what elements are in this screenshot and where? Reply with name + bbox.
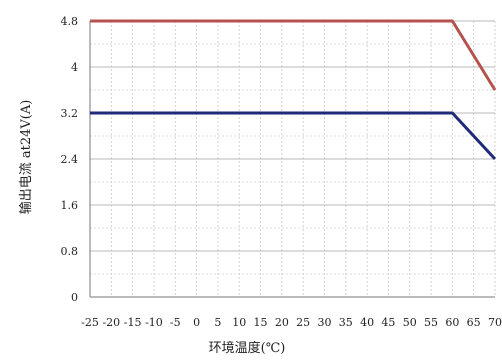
y-tick-label: 0.8 — [61, 245, 79, 258]
series-line-2 — [90, 111, 497, 161]
series-line-1 — [90, 19, 497, 91]
x-tick-label: 60 — [445, 316, 459, 329]
x-axis-label: 环境温度(℃) — [209, 340, 286, 356]
x-tick-label: 30 — [317, 316, 331, 329]
y-tick-label: 3.2 — [61, 107, 79, 120]
x-tick-labels: -25 -20 -15 -10 -5 0 5 10 15 20 25 30 35 40 45 50 55 60 65… — [81, 316, 502, 329]
y-tick-label: 4.8 — [61, 15, 79, 28]
y-axis-label: 输出电流 at24V(A) — [18, 100, 34, 215]
y-tick-label: 2.4 — [61, 153, 79, 166]
x-tick-label: 70 — [488, 316, 502, 329]
x-tick-label: 40 — [360, 316, 374, 329]
y-tick-label: 4 — [71, 61, 78, 74]
x-tick-label: -5 — [170, 316, 181, 329]
y-tick-labels: 0 0.8 1.6 2.4 3.2 4 4.8 — [61, 15, 79, 304]
x-tick-label: 0 — [193, 316, 200, 329]
x-tick-label: 15 — [254, 316, 268, 329]
x-tick-label: 25 — [296, 316, 310, 329]
x-tick-label: -25 — [81, 316, 99, 329]
x-tick-label: 65 — [467, 316, 481, 329]
x-tick-label: 20 — [275, 316, 289, 329]
y-tick-label: 0 — [71, 291, 78, 304]
x-tick-label: 5 — [214, 316, 221, 329]
plot-frame — [89, 21, 495, 298]
x-tick-label: 35 — [339, 316, 353, 329]
x-tick-label: -10 — [145, 316, 163, 329]
x-tick-label: 50 — [403, 316, 417, 329]
x-tick-label: -15 — [124, 316, 142, 329]
x-tick-label: 10 — [232, 316, 246, 329]
x-tick-label: 55 — [424, 316, 438, 329]
grid — [89, 20, 496, 298]
x-tick-label: -20 — [102, 316, 120, 329]
series-group — [90, 19, 497, 161]
x-tick-label: 45 — [381, 316, 395, 329]
y-tick-label: 1.6 — [61, 199, 79, 212]
